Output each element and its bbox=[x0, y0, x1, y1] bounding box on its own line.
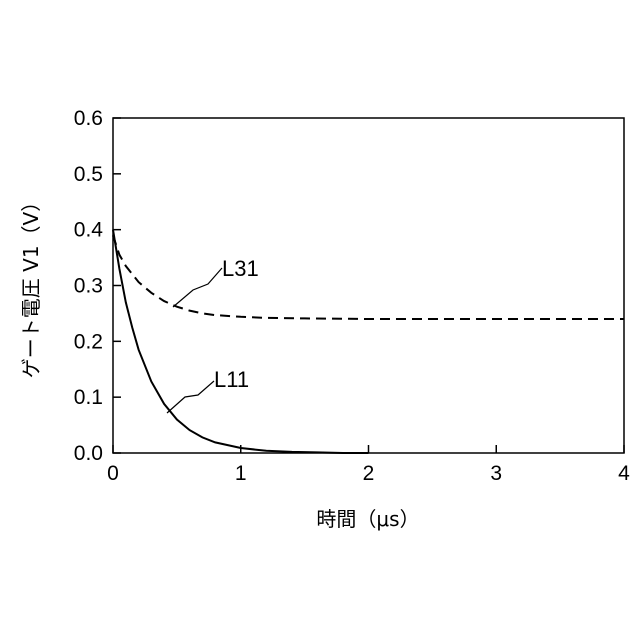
x-tick-label: 3 bbox=[490, 462, 502, 485]
y-tick-label: 0.4 bbox=[74, 219, 104, 242]
x-tick-label: 2 bbox=[363, 462, 375, 485]
y-tick-label: 0.5 bbox=[74, 163, 103, 186]
y-axis-label: ゲート電圧 V1（V） bbox=[19, 192, 43, 378]
x-axis-ticks: 0 1 2 3 4 bbox=[107, 445, 630, 485]
y-tick-label: 0.0 bbox=[74, 442, 103, 465]
x-axis-label: 時間（μs） bbox=[316, 507, 419, 531]
curve-labels: L31 L11 bbox=[167, 256, 259, 413]
curve-label-l31: L31 bbox=[222, 256, 259, 281]
x-tick-label: 0 bbox=[107, 462, 119, 485]
y-tick-label: 0.1 bbox=[74, 386, 103, 409]
x-tick-label: 4 bbox=[618, 462, 630, 485]
y-tick-label: 0.3 bbox=[74, 275, 103, 298]
curve-label-l11: L11 bbox=[214, 367, 249, 392]
plot-frame bbox=[113, 118, 624, 453]
leader-line-l31 bbox=[173, 268, 222, 307]
series-line-l31 bbox=[113, 235, 624, 319]
y-tick-label: 0.6 bbox=[74, 107, 103, 130]
y-tick-label: 0.2 bbox=[74, 330, 103, 353]
leader-line-l11 bbox=[167, 381, 214, 413]
y-axis-ticks: 0.0 0.1 0.2 0.3 0.4 0.5 0.6 bbox=[74, 107, 121, 465]
series-lines bbox=[113, 230, 624, 453]
x-tick-label: 1 bbox=[235, 462, 247, 485]
